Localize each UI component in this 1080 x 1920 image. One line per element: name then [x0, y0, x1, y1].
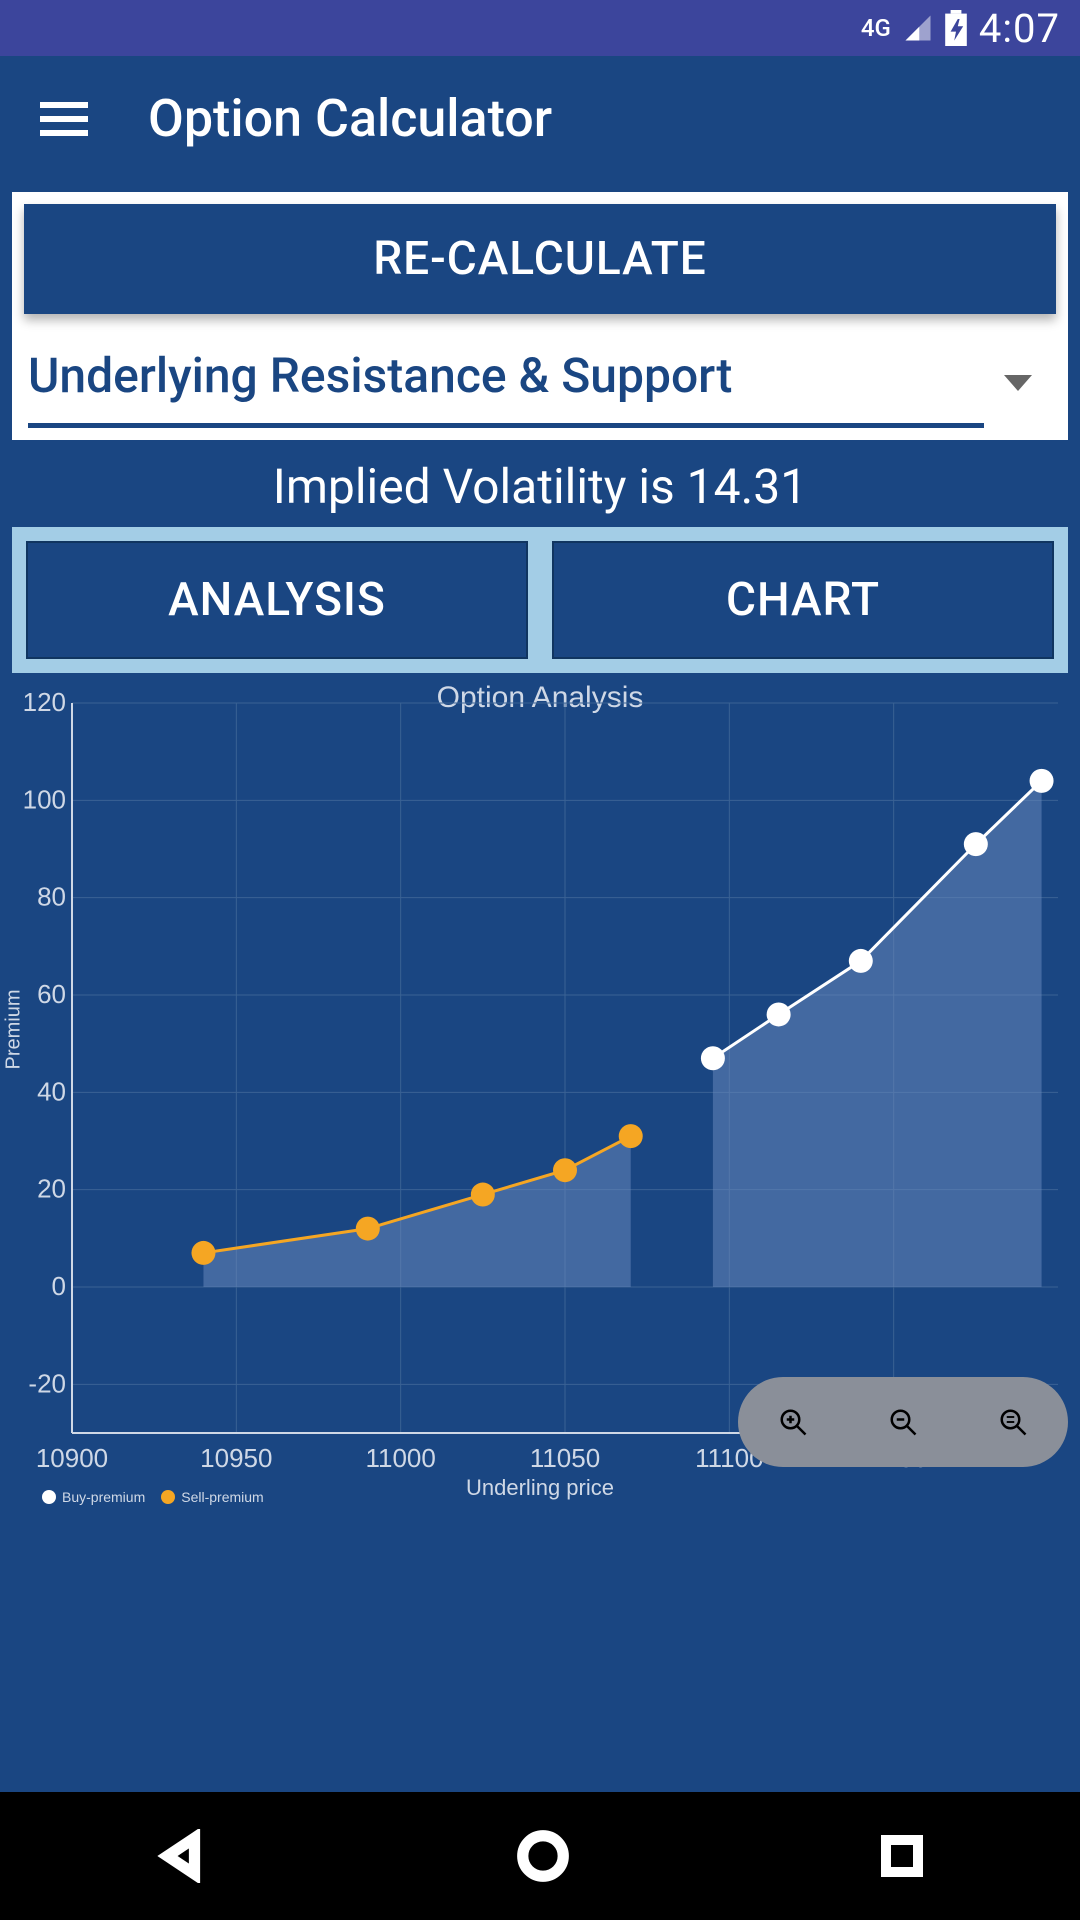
svg-text:10900: 10900 — [36, 1443, 108, 1473]
dropdown-label: Underlying Resistance & Support — [28, 338, 984, 428]
network-indicator: 4G — [861, 14, 891, 42]
svg-text:40: 40 — [37, 1077, 66, 1107]
legend-label: Buy-premium — [62, 1489, 145, 1505]
svg-text:0: 0 — [52, 1271, 66, 1301]
recalculate-button[interactable]: RE-CALCULATE — [24, 204, 1056, 314]
status-bar: 4G 4:07 — [0, 0, 1080, 56]
app-bar: Option Calculator — [0, 56, 1080, 180]
zoom-reset-icon[interactable] — [998, 1407, 1028, 1437]
page-title: Option Calculator — [148, 88, 552, 149]
svg-text:10950: 10950 — [200, 1443, 272, 1473]
implied-volatility-text: Implied Volatility is 14.31 — [0, 452, 1080, 519]
chevron-down-icon — [1004, 375, 1032, 391]
nav-recent-icon[interactable] — [878, 1832, 926, 1880]
signal-icon — [903, 13, 933, 43]
zoom-out-icon[interactable] — [888, 1407, 918, 1437]
controls-card: RE-CALCULATE Underlying Resistance & Sup… — [12, 192, 1068, 440]
chart-legend: Buy-premium Sell-premium — [42, 1489, 274, 1505]
chart-area: Option Analysis Premium Underling price … — [12, 673, 1068, 1507]
svg-text:120: 120 — [23, 687, 66, 717]
svg-text:11000: 11000 — [365, 1443, 435, 1473]
zoom-controls — [738, 1377, 1068, 1467]
svg-text:60: 60 — [37, 979, 66, 1009]
legend-marker — [161, 1490, 175, 1504]
zoom-in-icon[interactable] — [778, 1407, 808, 1437]
svg-text:80: 80 — [37, 882, 66, 912]
metric-dropdown[interactable]: Underlying Resistance & Support — [24, 314, 1056, 428]
svg-text:-20: -20 — [28, 1369, 66, 1399]
android-nav-bar — [0, 1792, 1080, 1920]
legend-label: Sell-premium — [181, 1489, 263, 1505]
legend-marker — [42, 1490, 56, 1504]
battery-charging-icon — [945, 10, 967, 46]
nav-back-icon[interactable] — [154, 1829, 208, 1883]
nav-home-icon[interactable] — [516, 1829, 570, 1883]
svg-text:100: 100 — [23, 785, 66, 815]
tab-panel: ANALYSIS CHART — [12, 527, 1068, 673]
menu-icon[interactable] — [40, 94, 88, 142]
svg-text:20: 20 — [37, 1174, 66, 1204]
tab-chart[interactable]: CHART — [552, 541, 1054, 659]
svg-text:11050: 11050 — [530, 1443, 600, 1473]
clock-time: 4:07 — [979, 5, 1060, 52]
tab-analysis[interactable]: ANALYSIS — [26, 541, 528, 659]
